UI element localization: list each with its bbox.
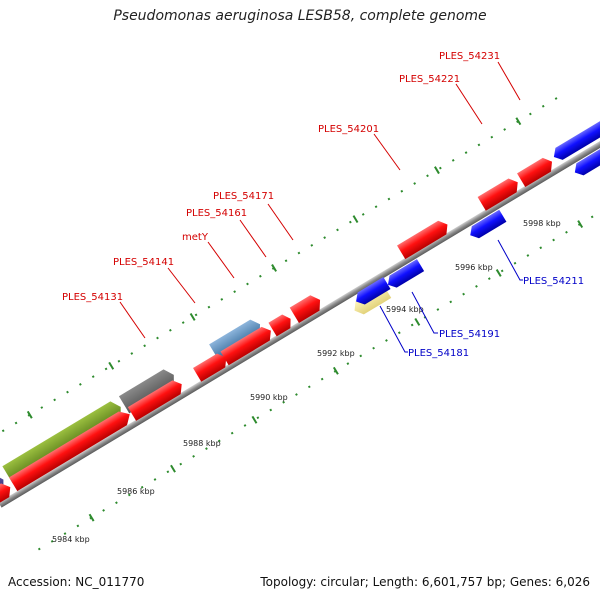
gene-red-d[interactable] xyxy=(289,292,325,324)
gene-label-ples54201[interactable]: PLES_54201 xyxy=(318,124,379,135)
gene-labels: PLES_54131 PLES_54141 metY PLES_54161 PL… xyxy=(62,51,584,359)
forward-genes xyxy=(0,155,556,514)
gene-metY[interactable] xyxy=(209,317,265,360)
gene-label-ples54181[interactable]: PLES_54181 xyxy=(408,348,469,359)
tick-label: 5994 kbp xyxy=(386,305,424,314)
gene-label-ples54171[interactable]: PLES_54171 xyxy=(213,191,274,202)
gene-ples54191[interactable] xyxy=(384,259,425,291)
gene-label-ples54191[interactable]: PLES_54191 xyxy=(439,329,500,340)
gene-label-ples54231[interactable]: PLES_54231 xyxy=(439,51,500,62)
red-leaders xyxy=(119,61,521,339)
gene-olive[interactable] xyxy=(2,398,125,484)
gene-red-lower-1[interactable] xyxy=(0,480,14,514)
gene-red-ples54221[interactable] xyxy=(477,175,522,211)
gene-red-ples54201[interactable] xyxy=(397,218,452,260)
gene-blue-1[interactable] xyxy=(352,277,391,308)
gene-blue-edge-1[interactable] xyxy=(571,137,600,179)
tick-label: 5990 kbp xyxy=(250,393,288,402)
gene-label-ples54141[interactable]: PLES_54141 xyxy=(113,257,174,268)
blue-leaders xyxy=(379,239,523,353)
major-ticks xyxy=(26,117,584,522)
gene-blue-edge-2[interactable] xyxy=(550,117,600,163)
gene-red-b[interactable] xyxy=(220,324,275,366)
gene-red-lower-3[interactable] xyxy=(127,377,186,421)
tick-label: 5984 kbp xyxy=(52,535,90,544)
gene-gray[interactable] xyxy=(118,366,179,414)
gene-ples54211[interactable] xyxy=(467,209,507,242)
tick-label: 5988 kbp xyxy=(183,439,221,448)
gene-label-ples54211[interactable]: PLES_54211 xyxy=(523,276,584,287)
tick-label: 5986 kbp xyxy=(117,487,155,496)
gene-label-ples54131[interactable]: PLES_54131 xyxy=(62,292,123,303)
accession-text: Accession: NC_011770 xyxy=(8,575,145,589)
reverse-genes xyxy=(352,117,600,315)
lower-tick-track xyxy=(37,198,600,551)
gene-red-lower-2[interactable] xyxy=(9,407,134,492)
tick-label: 5992 kbp xyxy=(317,349,355,358)
gene-label-ples54161[interactable]: PLES_54161 xyxy=(186,208,247,219)
gene-label-ples54221[interactable]: PLES_54221 xyxy=(399,74,460,85)
gene-red-c[interactable] xyxy=(268,312,294,337)
tick-labels: 5984 kbp 5986 kbp 5988 kbp 5990 kbp 5992… xyxy=(52,219,561,544)
tick-label: 5996 kbp xyxy=(455,263,493,272)
gene-red-ples54231[interactable] xyxy=(517,155,556,188)
tick-label: 5998 kbp xyxy=(523,219,561,228)
genome-axis xyxy=(0,131,600,508)
gene-red-a[interactable] xyxy=(193,351,230,382)
page-title: Pseudomonas aeruginosa LESB58, complete … xyxy=(113,8,487,24)
gene-label-metY[interactable]: metY xyxy=(182,232,209,243)
genome-summary: Topology: circular; Length: 6,601,757 bp… xyxy=(260,575,590,589)
